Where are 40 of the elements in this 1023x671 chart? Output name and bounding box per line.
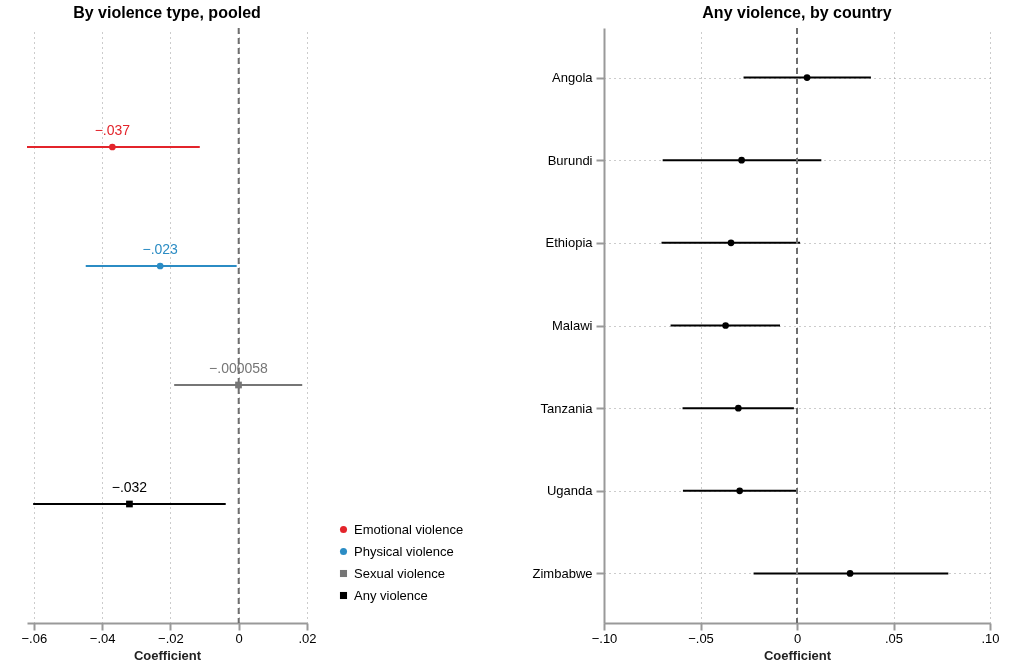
y-tick-label: Zimbabwe [532,565,593,581]
x-tick-label: 0 [235,630,243,646]
point [734,404,742,412]
y-tick-label: Burundi [547,152,593,168]
legend-label: Emotional violence [354,521,464,537]
point [727,239,735,247]
data-label: −.000058 [209,360,269,376]
data-label: −.032 [111,479,148,495]
x-tick-label: −.02 [158,630,184,646]
x-axis-title: Coefficient [763,647,832,663]
x-tick-label: −.05 [688,630,714,646]
point [738,156,745,164]
data-label: −.023 [142,241,179,257]
point [846,570,854,577]
x-tick-label: .10 [981,630,1000,646]
y-tick-label: Angola [552,70,594,86]
chart-title: By violence type, pooled [73,4,261,21]
point [736,487,744,495]
x-tick-label: .02 [298,630,317,646]
x-axis-title: Coefficient [133,647,202,663]
x-tick-label: −.04 [89,630,116,646]
point [803,74,811,81]
point [235,381,242,389]
chart-title: Any violence, by country [702,4,892,21]
legend-label: Any violence [354,587,428,603]
point [126,500,133,508]
data-label: −.037 [94,122,131,138]
point [156,262,164,270]
legend-label: Sexual violence [354,565,446,581]
x-tick-label: −.06 [21,630,48,646]
x-tick-label: .05 [884,630,904,646]
y-tick-label: Tanzania [540,400,594,416]
x-tick-label: 0 [793,630,802,646]
y-tick-label: Uganda [546,483,594,499]
y-tick-label: Malawi [552,318,593,333]
legend-label: Physical violence [354,543,454,559]
point [109,143,116,151]
x-tick-label: −.10 [591,630,618,646]
y-tick-label: Ethiopia [545,235,594,251]
point [722,322,729,329]
